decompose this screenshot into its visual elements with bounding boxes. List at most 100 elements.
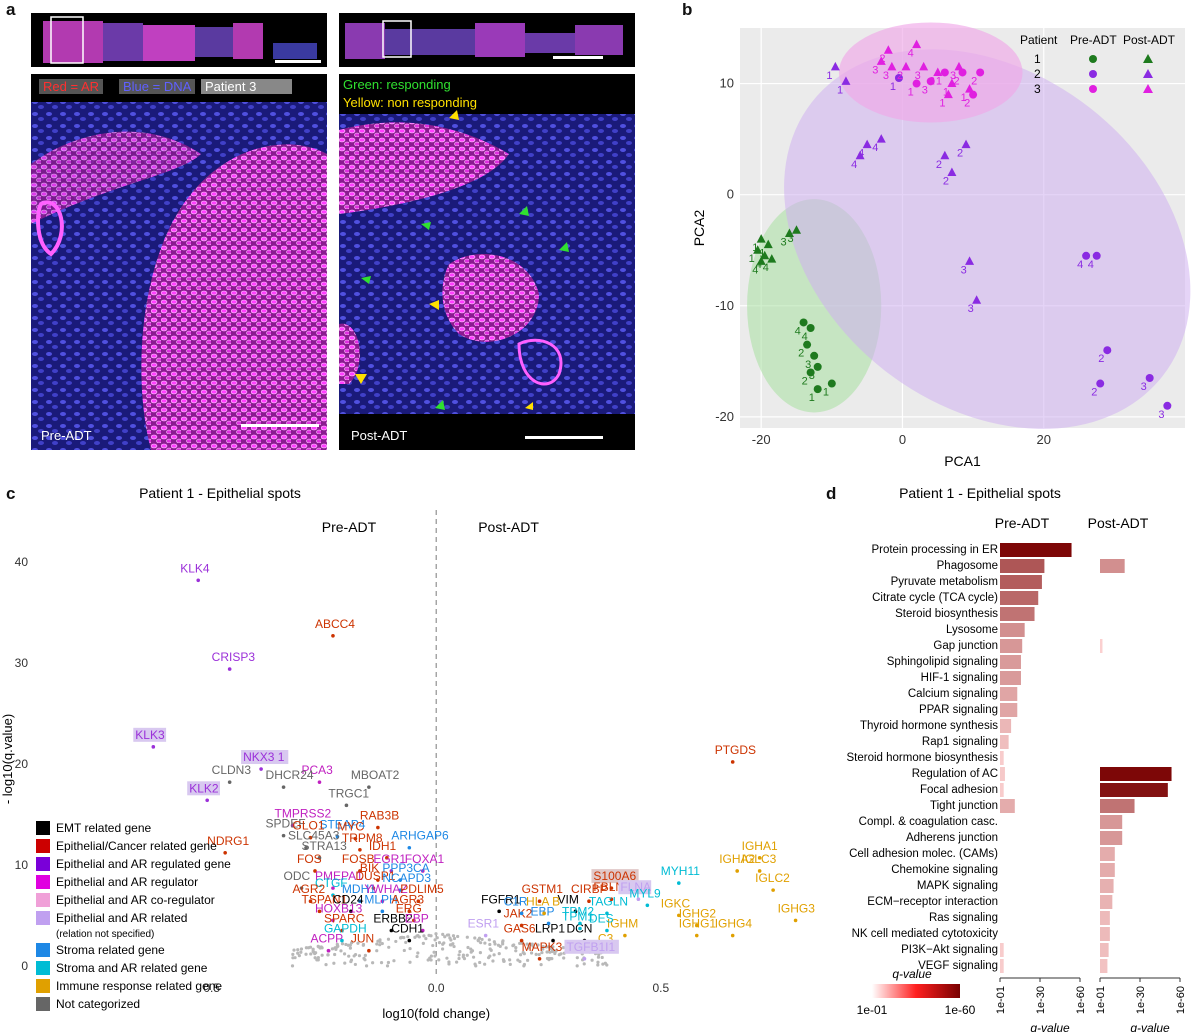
- bars-pre-bar: [1000, 783, 1004, 797]
- volcano-background-point: [375, 949, 379, 953]
- volcano-gene-label: IGKC: [661, 896, 691, 910]
- pca-point-label: 3: [1141, 381, 1147, 393]
- panel-c-label: c: [6, 484, 16, 503]
- volcano-background-point: [545, 950, 549, 954]
- volcano-gene-label: LRP1: [535, 922, 565, 936]
- pca-point-pre-adt: [813, 385, 822, 394]
- volcano-legend-label: Epithelial and AR regulator: [56, 875, 198, 889]
- volcano-background-point: [461, 953, 466, 957]
- volcano-legend-label: Not categorized: [56, 997, 140, 1011]
- volcano-background-point: [408, 960, 412, 964]
- volcano-gene-point: [636, 897, 641, 902]
- volcano-background-point: [343, 961, 347, 965]
- volcano-gene-label: IGHG2: [679, 906, 717, 920]
- volcano-background-point: [455, 960, 459, 964]
- volcano-gene-point: [605, 911, 609, 916]
- bars-col-pre: Pre-ADT: [995, 515, 1050, 531]
- volcano-gene-label: EBP: [405, 912, 429, 926]
- volcano-background-point: [311, 949, 315, 953]
- volcano-gene-point: [358, 899, 362, 904]
- pca-point-pre-adt: [969, 90, 978, 99]
- pca-point-post-adt: [876, 56, 886, 65]
- volcano-background-point: [316, 958, 320, 962]
- volcano-gene-label: DUSP1: [355, 869, 395, 883]
- volcano-background-point: [474, 964, 478, 968]
- bars-colorbar: [872, 984, 960, 998]
- volcano-gene-point: [694, 923, 699, 928]
- volcano-gene-label: MYL9: [629, 886, 661, 900]
- volcano-background-point: [478, 960, 482, 965]
- bars-pre-bar: [1000, 575, 1042, 589]
- pca-point-label: 3: [961, 264, 967, 276]
- volcano-background-point: [346, 943, 350, 947]
- pca-legend-pre-marker: [1089, 70, 1097, 78]
- volcano-background-point: [456, 934, 460, 939]
- volcano-legend-label: Stroma and AR related gene: [56, 961, 208, 975]
- pca-point-label: 2: [954, 75, 960, 87]
- volcano-background-point: [496, 943, 501, 947]
- volcano-background-point: [529, 951, 534, 955]
- volcano-gene-label-box: [591, 869, 639, 884]
- volcano-background-point: [292, 948, 296, 952]
- volcano-background-point: [339, 949, 343, 953]
- volcano-gene-point: [398, 888, 403, 892]
- volcano-background-point: [357, 954, 362, 958]
- pca-point-label: 3: [922, 84, 928, 96]
- volcano-gene-label: STEAP4: [319, 818, 365, 832]
- pca-chart: -20020-20-100101114443344233211114442223…: [691, 22, 1191, 469]
- volcano-legend-swatch: [36, 857, 50, 871]
- volcano-gene-point: [281, 785, 286, 789]
- volcano-background-point: [353, 962, 357, 967]
- bars-colorbar-label-low: 1e-01: [857, 1003, 888, 1017]
- volcano-background-point: [596, 955, 601, 959]
- volcano-background-point: [497, 952, 501, 956]
- pca-point-pre-adt: [813, 362, 822, 371]
- volcano-background-point: [316, 955, 320, 960]
- volcano-background-point: [385, 964, 390, 968]
- volcano-background-point: [386, 960, 391, 965]
- volcano-background-point: [491, 959, 495, 963]
- volcano-background-point: [520, 941, 524, 945]
- pca-legend-patient-id: 3: [1034, 82, 1041, 96]
- volcano-background-point: [299, 950, 303, 954]
- volcano-background-point: [324, 963, 328, 967]
- volcano-gene-label: FOSB: [342, 852, 375, 866]
- volcano-gene-point: [389, 928, 394, 933]
- volcano-gene-label: ARHGAP6: [391, 829, 449, 843]
- volcano-x-tick-label: 0.5: [652, 981, 669, 995]
- pca-point-label: 2: [798, 348, 804, 360]
- volcano-background-point: [379, 960, 384, 965]
- volcano-background-point: [452, 936, 457, 941]
- volcano-background-point: [433, 954, 437, 958]
- pre-adt-micrograph: Red = AR Blue = DNA Patient 3 Pre-ADT: [31, 74, 327, 450]
- volcano-gene-label: CTGF: [315, 876, 348, 890]
- volcano-gene-label: TRGC1: [328, 786, 369, 800]
- bars-post-bar: [1100, 767, 1172, 781]
- pca-point-label: 1: [943, 87, 949, 99]
- volcano-background-point: [557, 953, 561, 957]
- volcano-background-point: [479, 941, 483, 945]
- bars-category-label: Gap junction: [933, 640, 998, 652]
- volcano-background-point: [466, 945, 470, 950]
- pca-point-label: 4: [1088, 259, 1094, 271]
- legend-yellow-non-responding: Yellow: non responding: [343, 95, 477, 110]
- pca-point-label: 4: [802, 331, 808, 343]
- volcano-background-point: [375, 942, 379, 946]
- volcano-background-point: [349, 958, 354, 962]
- volcano-background-point: [443, 935, 447, 939]
- volcano-gene-label: IGHG4: [715, 917, 753, 931]
- pca-y-tick-label: -20: [715, 409, 734, 424]
- volcano-background-point: [316, 944, 320, 948]
- bars-pre-bar: [1000, 559, 1045, 573]
- bars-post-bar: [1100, 943, 1109, 957]
- bars-post-bar: [1100, 863, 1115, 877]
- volcano-y-tick-label: 10: [15, 858, 29, 872]
- volcano-legend-label: Epithelial and AR related: [56, 911, 187, 925]
- pca-point-pre-adt: [803, 340, 812, 349]
- volcano-legend-label: Epithelial and AR co-regulator: [56, 893, 215, 907]
- volcano-gene-point: [605, 928, 609, 933]
- volcano-background-point: [320, 946, 324, 950]
- volcano-background-point: [451, 934, 456, 938]
- volcano-y-tick-label: 20: [15, 757, 29, 771]
- pca-legend-header-pre: Pre-ADT: [1070, 33, 1117, 47]
